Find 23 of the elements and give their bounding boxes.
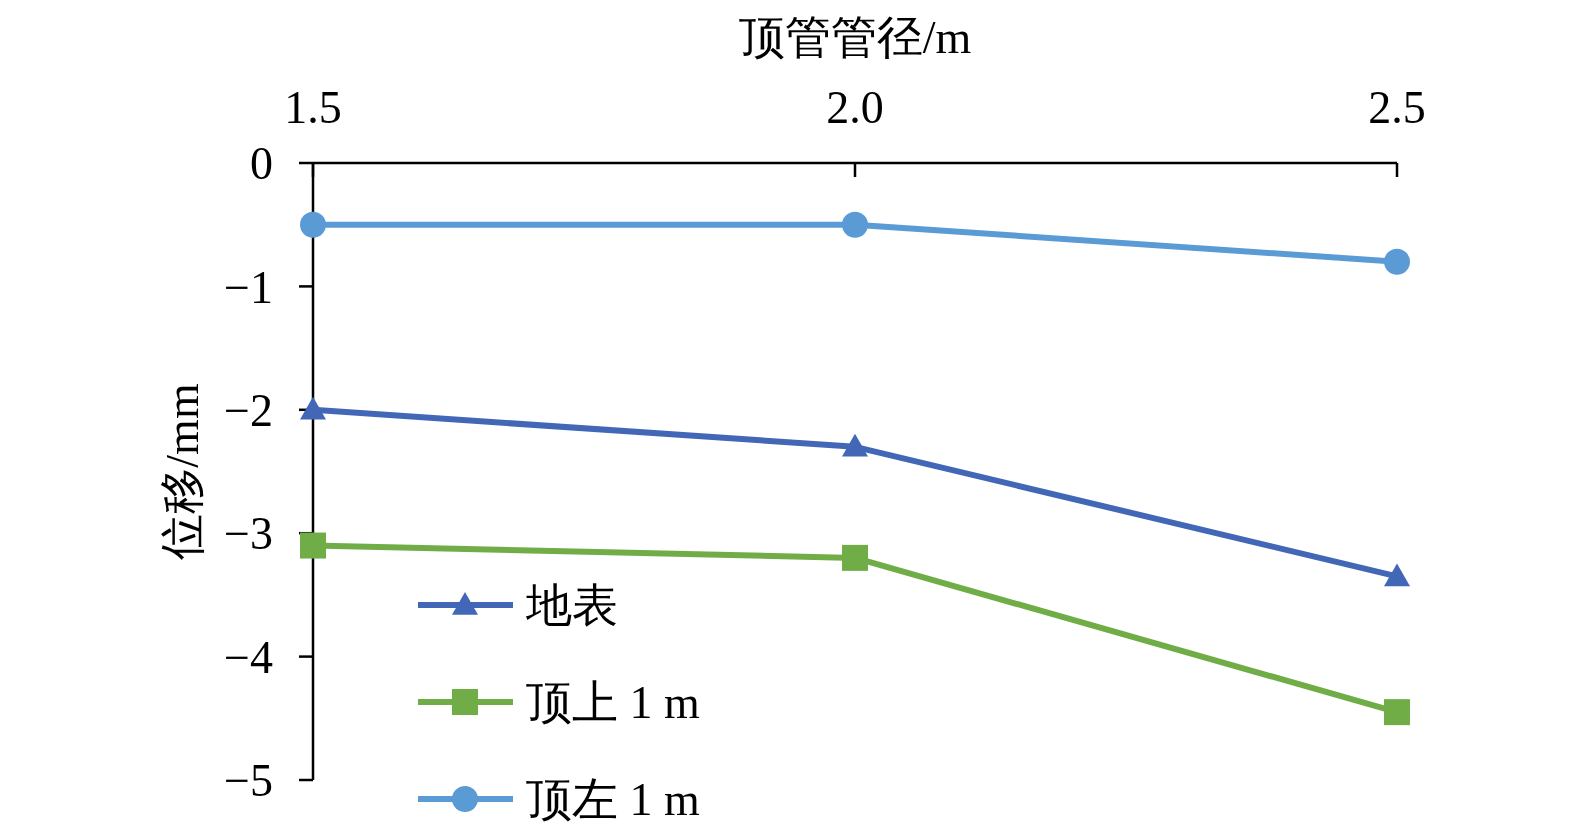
- y-tick-label: −3: [224, 508, 273, 560]
- legend-label: 顶上 1 m: [526, 677, 700, 729]
- point: [1384, 563, 1410, 587]
- x-tick-label: 1.5: [284, 82, 342, 133]
- y-tick-label: −4: [224, 631, 273, 683]
- legend-label: 顶左 1 m: [526, 774, 700, 826]
- y-tick-label: −2: [224, 384, 273, 436]
- point: [842, 544, 868, 571]
- x-tick-label: 2.5: [1368, 82, 1426, 133]
- legend-label: 地表: [525, 580, 618, 632]
- point: [300, 211, 326, 238]
- y-tick-label: −5: [224, 755, 273, 807]
- point: [842, 211, 868, 238]
- point: [842, 433, 868, 457]
- x-tick-label: 2.0: [826, 82, 884, 133]
- x-axis-title: 顶管管径/m: [738, 12, 972, 63]
- point: [300, 396, 326, 420]
- point: [1384, 699, 1410, 726]
- point: [1384, 248, 1410, 275]
- y-tick-label: −1: [224, 261, 273, 313]
- y-axis-title: 位移/mm: [157, 383, 208, 560]
- y-tick-label: 0: [250, 138, 273, 190]
- point: [300, 532, 326, 559]
